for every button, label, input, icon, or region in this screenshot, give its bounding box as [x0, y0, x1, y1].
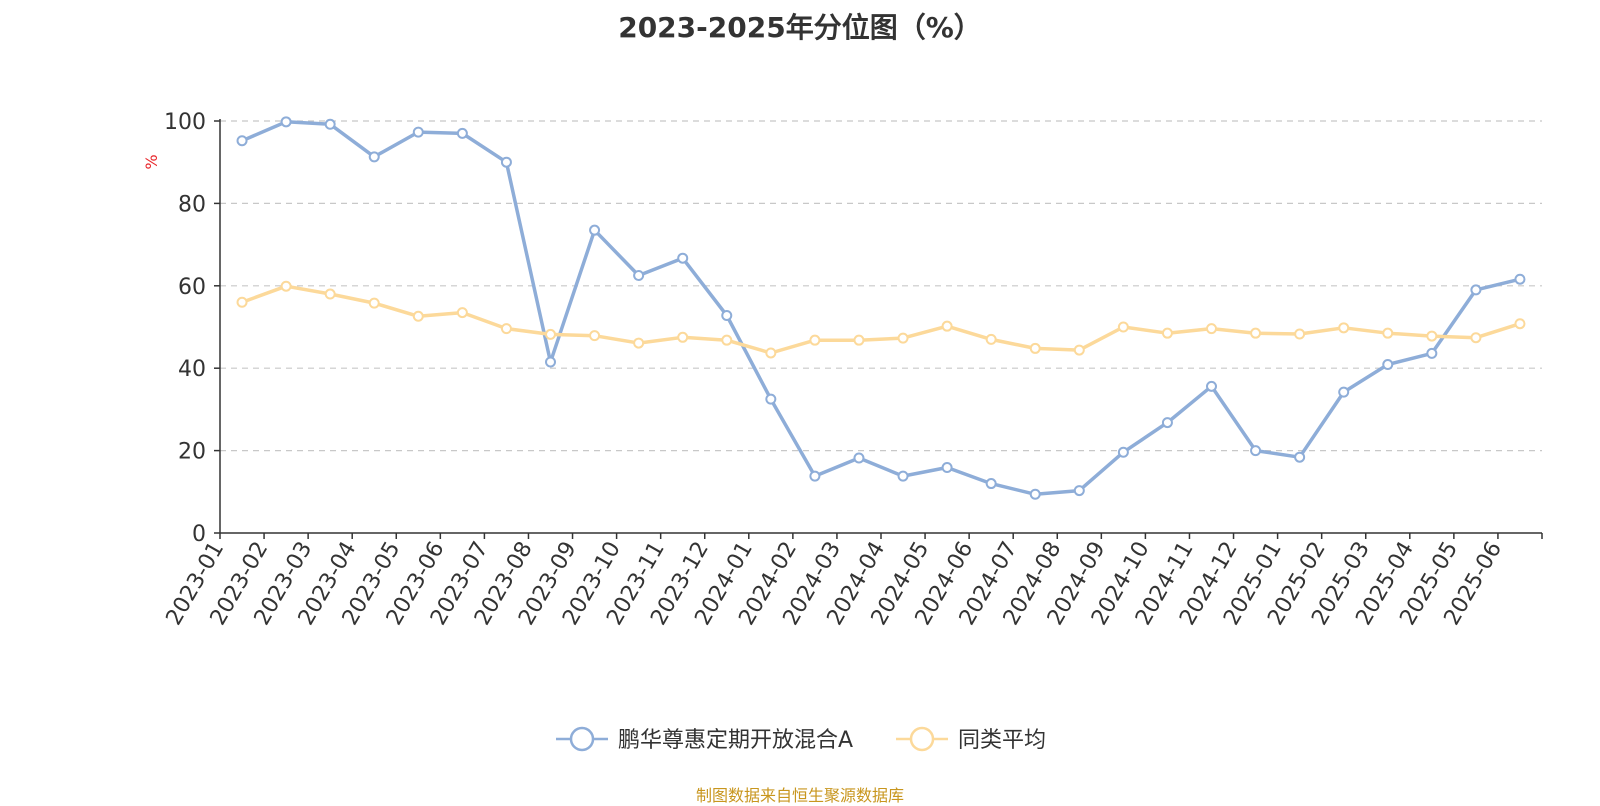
data-point-s0[interactable] — [633, 270, 645, 281]
data-point-s1[interactable] — [897, 332, 909, 344]
data-point-s0[interactable] — [721, 309, 733, 321]
y-tick-label: 100 — [164, 110, 206, 135]
data-point-s1[interactable] — [1338, 322, 1350, 334]
data-point-s0[interactable] — [1426, 347, 1438, 359]
y-tick-label: 40 — [178, 357, 206, 382]
data-point-s1[interactable] — [633, 337, 645, 349]
series-line-1 — [241, 284, 1521, 355]
data-point-s1[interactable] — [1514, 318, 1526, 330]
y-tick-label: 60 — [178, 275, 206, 300]
legend-label: 鹏华尊惠定期开放混合A — [618, 728, 853, 753]
legend-marker — [569, 726, 595, 752]
data-point-s1[interactable] — [1470, 332, 1482, 344]
data-point-s1[interactable] — [1161, 327, 1173, 339]
data-point-s1[interactable] — [765, 347, 777, 359]
data-point-s0[interactable] — [853, 452, 865, 464]
legend-label: 同类平均 — [958, 728, 1046, 753]
data-point-s1[interactable] — [236, 296, 248, 308]
data-point-s0[interactable] — [456, 127, 468, 139]
data-point-s0[interactable] — [280, 116, 292, 128]
axes: 0204060801002023-012023-022023-032023-04… — [162, 110, 1543, 630]
legend-item-1[interactable]: 同类平均 — [896, 726, 1046, 753]
data-point-s1[interactable] — [324, 288, 336, 300]
data-point-s0[interactable] — [1073, 485, 1085, 497]
y-tick-label: 0 — [192, 522, 206, 547]
data-point-s1[interactable] — [677, 331, 689, 343]
data-point-s0[interactable] — [1514, 273, 1526, 285]
legend-marker — [909, 726, 935, 752]
data-point-s0[interactable] — [1250, 445, 1262, 457]
data-point-s0[interactable] — [236, 135, 248, 147]
chart-title: 2023-2025年分位图（%） — [618, 11, 982, 44]
grid-lines — [220, 120, 1542, 452]
data-point-s0[interactable] — [368, 151, 380, 163]
legend[interactable]: 鹏华尊惠定期开放混合A 同类平均 — [556, 726, 1046, 753]
data-point-s0[interactable] — [941, 461, 953, 473]
data-point-s1[interactable] — [412, 310, 424, 322]
data-point-s1[interactable] — [1029, 342, 1041, 354]
data-point-s0[interactable] — [545, 356, 556, 368]
data-point-s1[interactable] — [853, 334, 865, 346]
data-point-s1[interactable] — [545, 328, 556, 340]
data-point-s1[interactable] — [1117, 321, 1129, 333]
data-point-s0[interactable] — [1382, 358, 1394, 370]
data-point-s0[interactable] — [1470, 284, 1482, 296]
y-tick-label: 20 — [178, 440, 206, 465]
data-point-s0[interactable] — [1029, 488, 1041, 500]
data-point-s0[interactable] — [589, 224, 601, 236]
data-point-s0[interactable] — [897, 470, 909, 482]
data-point-s0[interactable] — [1161, 417, 1173, 429]
data-point-s1[interactable] — [1294, 328, 1306, 340]
data-point-s1[interactable] — [1426, 330, 1438, 342]
data-point-s1[interactable] — [1382, 327, 1394, 339]
data-point-s1[interactable] — [368, 297, 380, 309]
data-point-s0[interactable] — [412, 126, 424, 138]
data-point-s1[interactable] — [1073, 344, 1085, 356]
source-note: 制图数据来自恒生聚源数据库 — [695, 786, 904, 805]
data-point-s1[interactable] — [985, 333, 997, 345]
series-line-0 — [241, 120, 1521, 497]
data-point-s0[interactable] — [1206, 380, 1217, 392]
data-point-s0[interactable] — [324, 118, 336, 130]
data-point-s1[interactable] — [280, 280, 292, 292]
y-axis-unit-label: % — [142, 154, 161, 169]
data-point-s1[interactable] — [809, 334, 821, 346]
y-tick-label: 80 — [178, 192, 206, 217]
data-point-s0[interactable] — [809, 470, 821, 482]
legend-item-0[interactable]: 鹏华尊惠定期开放混合A — [556, 726, 853, 753]
data-point-s0[interactable] — [765, 393, 777, 405]
data-point-s1[interactable] — [721, 334, 733, 346]
data-point-s1[interactable] — [1250, 327, 1262, 339]
series-lines — [236, 116, 1526, 500]
data-point-s0[interactable] — [1294, 451, 1306, 463]
data-point-s1[interactable] — [941, 320, 953, 332]
data-point-s1[interactable] — [1206, 323, 1217, 335]
data-point-s0[interactable] — [985, 478, 997, 490]
data-point-s0[interactable] — [677, 252, 689, 264]
data-point-s1[interactable] — [589, 330, 601, 342]
data-point-s1[interactable] — [500, 323, 512, 335]
data-point-s0[interactable] — [500, 156, 512, 168]
data-point-s0[interactable] — [1117, 446, 1129, 458]
data-point-s0[interactable] — [1338, 386, 1350, 398]
data-point-s1[interactable] — [456, 307, 468, 319]
